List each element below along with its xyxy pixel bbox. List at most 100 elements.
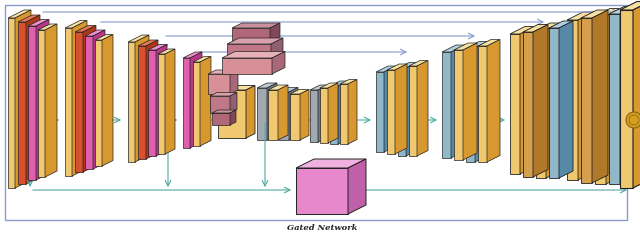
Polygon shape — [338, 81, 348, 144]
Polygon shape — [523, 32, 533, 177]
Polygon shape — [310, 85, 328, 90]
Polygon shape — [567, 20, 578, 180]
Polygon shape — [193, 62, 200, 146]
Polygon shape — [406, 62, 417, 156]
Polygon shape — [454, 43, 477, 50]
Polygon shape — [478, 46, 487, 162]
Polygon shape — [232, 23, 280, 28]
Polygon shape — [85, 36, 93, 169]
Polygon shape — [230, 70, 238, 94]
Polygon shape — [83, 26, 96, 172]
Polygon shape — [609, 14, 620, 184]
Polygon shape — [148, 50, 156, 156]
Polygon shape — [409, 66, 417, 156]
Polygon shape — [348, 80, 357, 144]
Polygon shape — [466, 48, 475, 162]
Polygon shape — [417, 60, 428, 156]
Polygon shape — [272, 52, 285, 74]
Polygon shape — [65, 28, 72, 176]
Polygon shape — [146, 40, 158, 159]
Polygon shape — [270, 23, 280, 42]
Polygon shape — [232, 28, 270, 42]
Polygon shape — [183, 58, 190, 148]
Polygon shape — [8, 18, 15, 188]
Polygon shape — [72, 20, 87, 176]
Polygon shape — [523, 25, 548, 32]
Polygon shape — [28, 26, 36, 180]
Polygon shape — [85, 30, 105, 36]
Polygon shape — [95, 34, 113, 40]
Circle shape — [626, 112, 640, 128]
Polygon shape — [102, 34, 113, 166]
Polygon shape — [310, 90, 318, 142]
Polygon shape — [230, 93, 237, 113]
Polygon shape — [222, 52, 285, 58]
Polygon shape — [36, 20, 49, 180]
Polygon shape — [158, 54, 165, 154]
Polygon shape — [595, 16, 606, 184]
Polygon shape — [200, 56, 211, 146]
Polygon shape — [620, 7, 635, 184]
Polygon shape — [138, 40, 158, 46]
Polygon shape — [340, 80, 357, 84]
Polygon shape — [320, 88, 328, 143]
Polygon shape — [268, 85, 288, 90]
Polygon shape — [395, 64, 407, 154]
Polygon shape — [278, 85, 288, 140]
Polygon shape — [409, 60, 428, 66]
Polygon shape — [463, 43, 477, 160]
Polygon shape — [320, 83, 338, 88]
Polygon shape — [290, 94, 300, 140]
Polygon shape — [227, 38, 283, 44]
Polygon shape — [227, 44, 271, 59]
Polygon shape — [279, 87, 298, 92]
Polygon shape — [138, 46, 146, 159]
Polygon shape — [592, 10, 608, 183]
Polygon shape — [18, 15, 40, 22]
Polygon shape — [158, 49, 175, 54]
Polygon shape — [75, 26, 96, 32]
Polygon shape — [633, 1, 640, 188]
Polygon shape — [318, 85, 328, 142]
Polygon shape — [183, 52, 202, 58]
Polygon shape — [246, 86, 255, 138]
Polygon shape — [348, 159, 366, 214]
Polygon shape — [193, 56, 211, 62]
Polygon shape — [45, 24, 57, 177]
Polygon shape — [549, 21, 573, 28]
Polygon shape — [208, 70, 238, 74]
Polygon shape — [38, 24, 57, 30]
Polygon shape — [549, 28, 559, 178]
Polygon shape — [28, 20, 49, 26]
Polygon shape — [620, 10, 633, 188]
Polygon shape — [218, 86, 255, 90]
Polygon shape — [376, 72, 384, 152]
Polygon shape — [620, 1, 640, 10]
Polygon shape — [271, 38, 283, 59]
Polygon shape — [257, 88, 267, 140]
Polygon shape — [268, 90, 278, 140]
Polygon shape — [296, 159, 366, 168]
Polygon shape — [218, 90, 246, 138]
Polygon shape — [128, 42, 135, 162]
Polygon shape — [257, 83, 277, 88]
Polygon shape — [567, 12, 594, 20]
Polygon shape — [65, 20, 87, 28]
Polygon shape — [340, 84, 348, 144]
Polygon shape — [300, 89, 309, 140]
Polygon shape — [606, 8, 621, 184]
Polygon shape — [376, 66, 396, 72]
Polygon shape — [210, 96, 230, 113]
Polygon shape — [559, 21, 573, 178]
Polygon shape — [156, 45, 167, 156]
Polygon shape — [212, 110, 236, 113]
Polygon shape — [230, 110, 236, 125]
Polygon shape — [18, 22, 26, 184]
Polygon shape — [165, 49, 175, 154]
Polygon shape — [520, 27, 535, 174]
Polygon shape — [387, 70, 395, 154]
Polygon shape — [581, 18, 592, 183]
Polygon shape — [451, 45, 465, 158]
Polygon shape — [210, 93, 237, 96]
Polygon shape — [533, 25, 548, 177]
